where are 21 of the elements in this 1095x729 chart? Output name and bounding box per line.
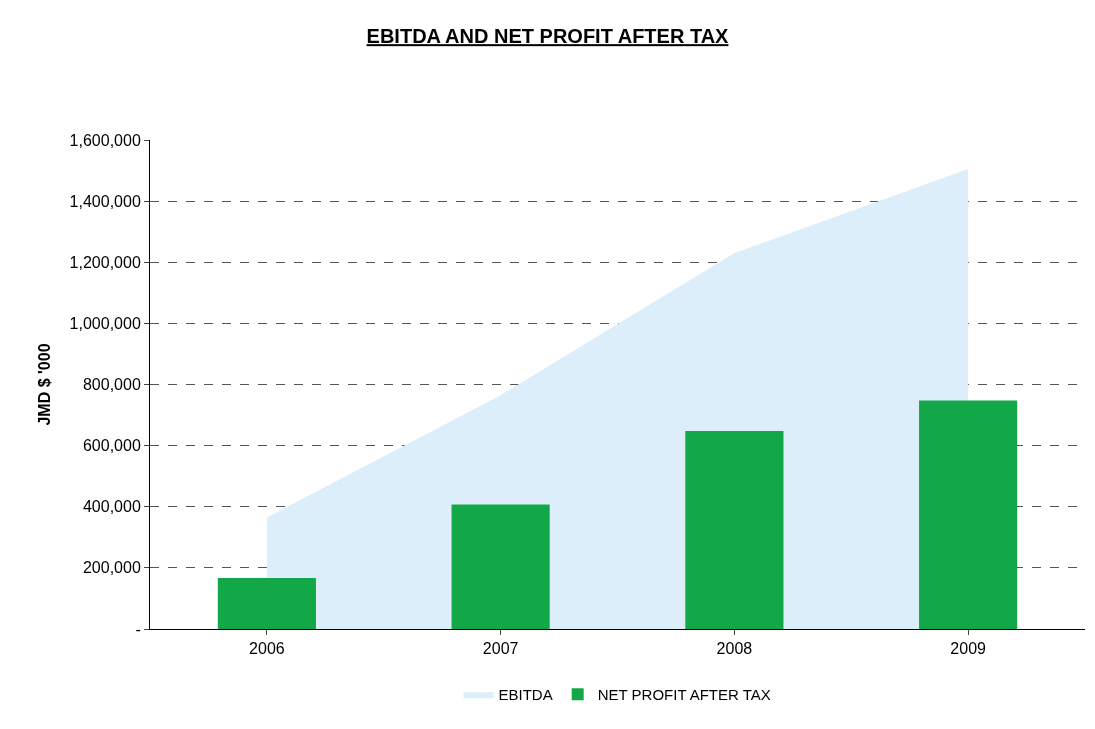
chart-title: EBITDA AND NET PROFIT AFTER TAX (366, 25, 730, 48)
y-tick-label: 800,000 (82, 376, 141, 394)
bar (217, 577, 316, 629)
x-tick-label: 2009 (950, 640, 987, 658)
y-tick-label: 1,200,000 (69, 253, 141, 271)
legend-label: NET PROFIT AFTER TAX (597, 686, 771, 703)
bar (919, 400, 1018, 629)
legend-label: EBITDA (498, 686, 553, 703)
bar (685, 430, 784, 629)
x-tick-label: 2006 (249, 640, 285, 658)
y-tick-label: 200,000 (82, 559, 141, 577)
bar (451, 504, 550, 629)
y-axis-title: JMD $ '000 (35, 343, 53, 426)
x-tick-label: 2008 (716, 640, 753, 658)
y-tick-label: 600,000 (82, 437, 141, 455)
y-tick-label: 400,000 (82, 498, 141, 516)
y-tick-label: 1,600,000 (69, 131, 141, 149)
y-tick-label: 1,400,000 (69, 192, 141, 210)
y-tick-label: - (135, 620, 141, 638)
x-tick-label: 2007 (482, 640, 519, 658)
y-tick-label: 1,000,000 (69, 314, 141, 332)
